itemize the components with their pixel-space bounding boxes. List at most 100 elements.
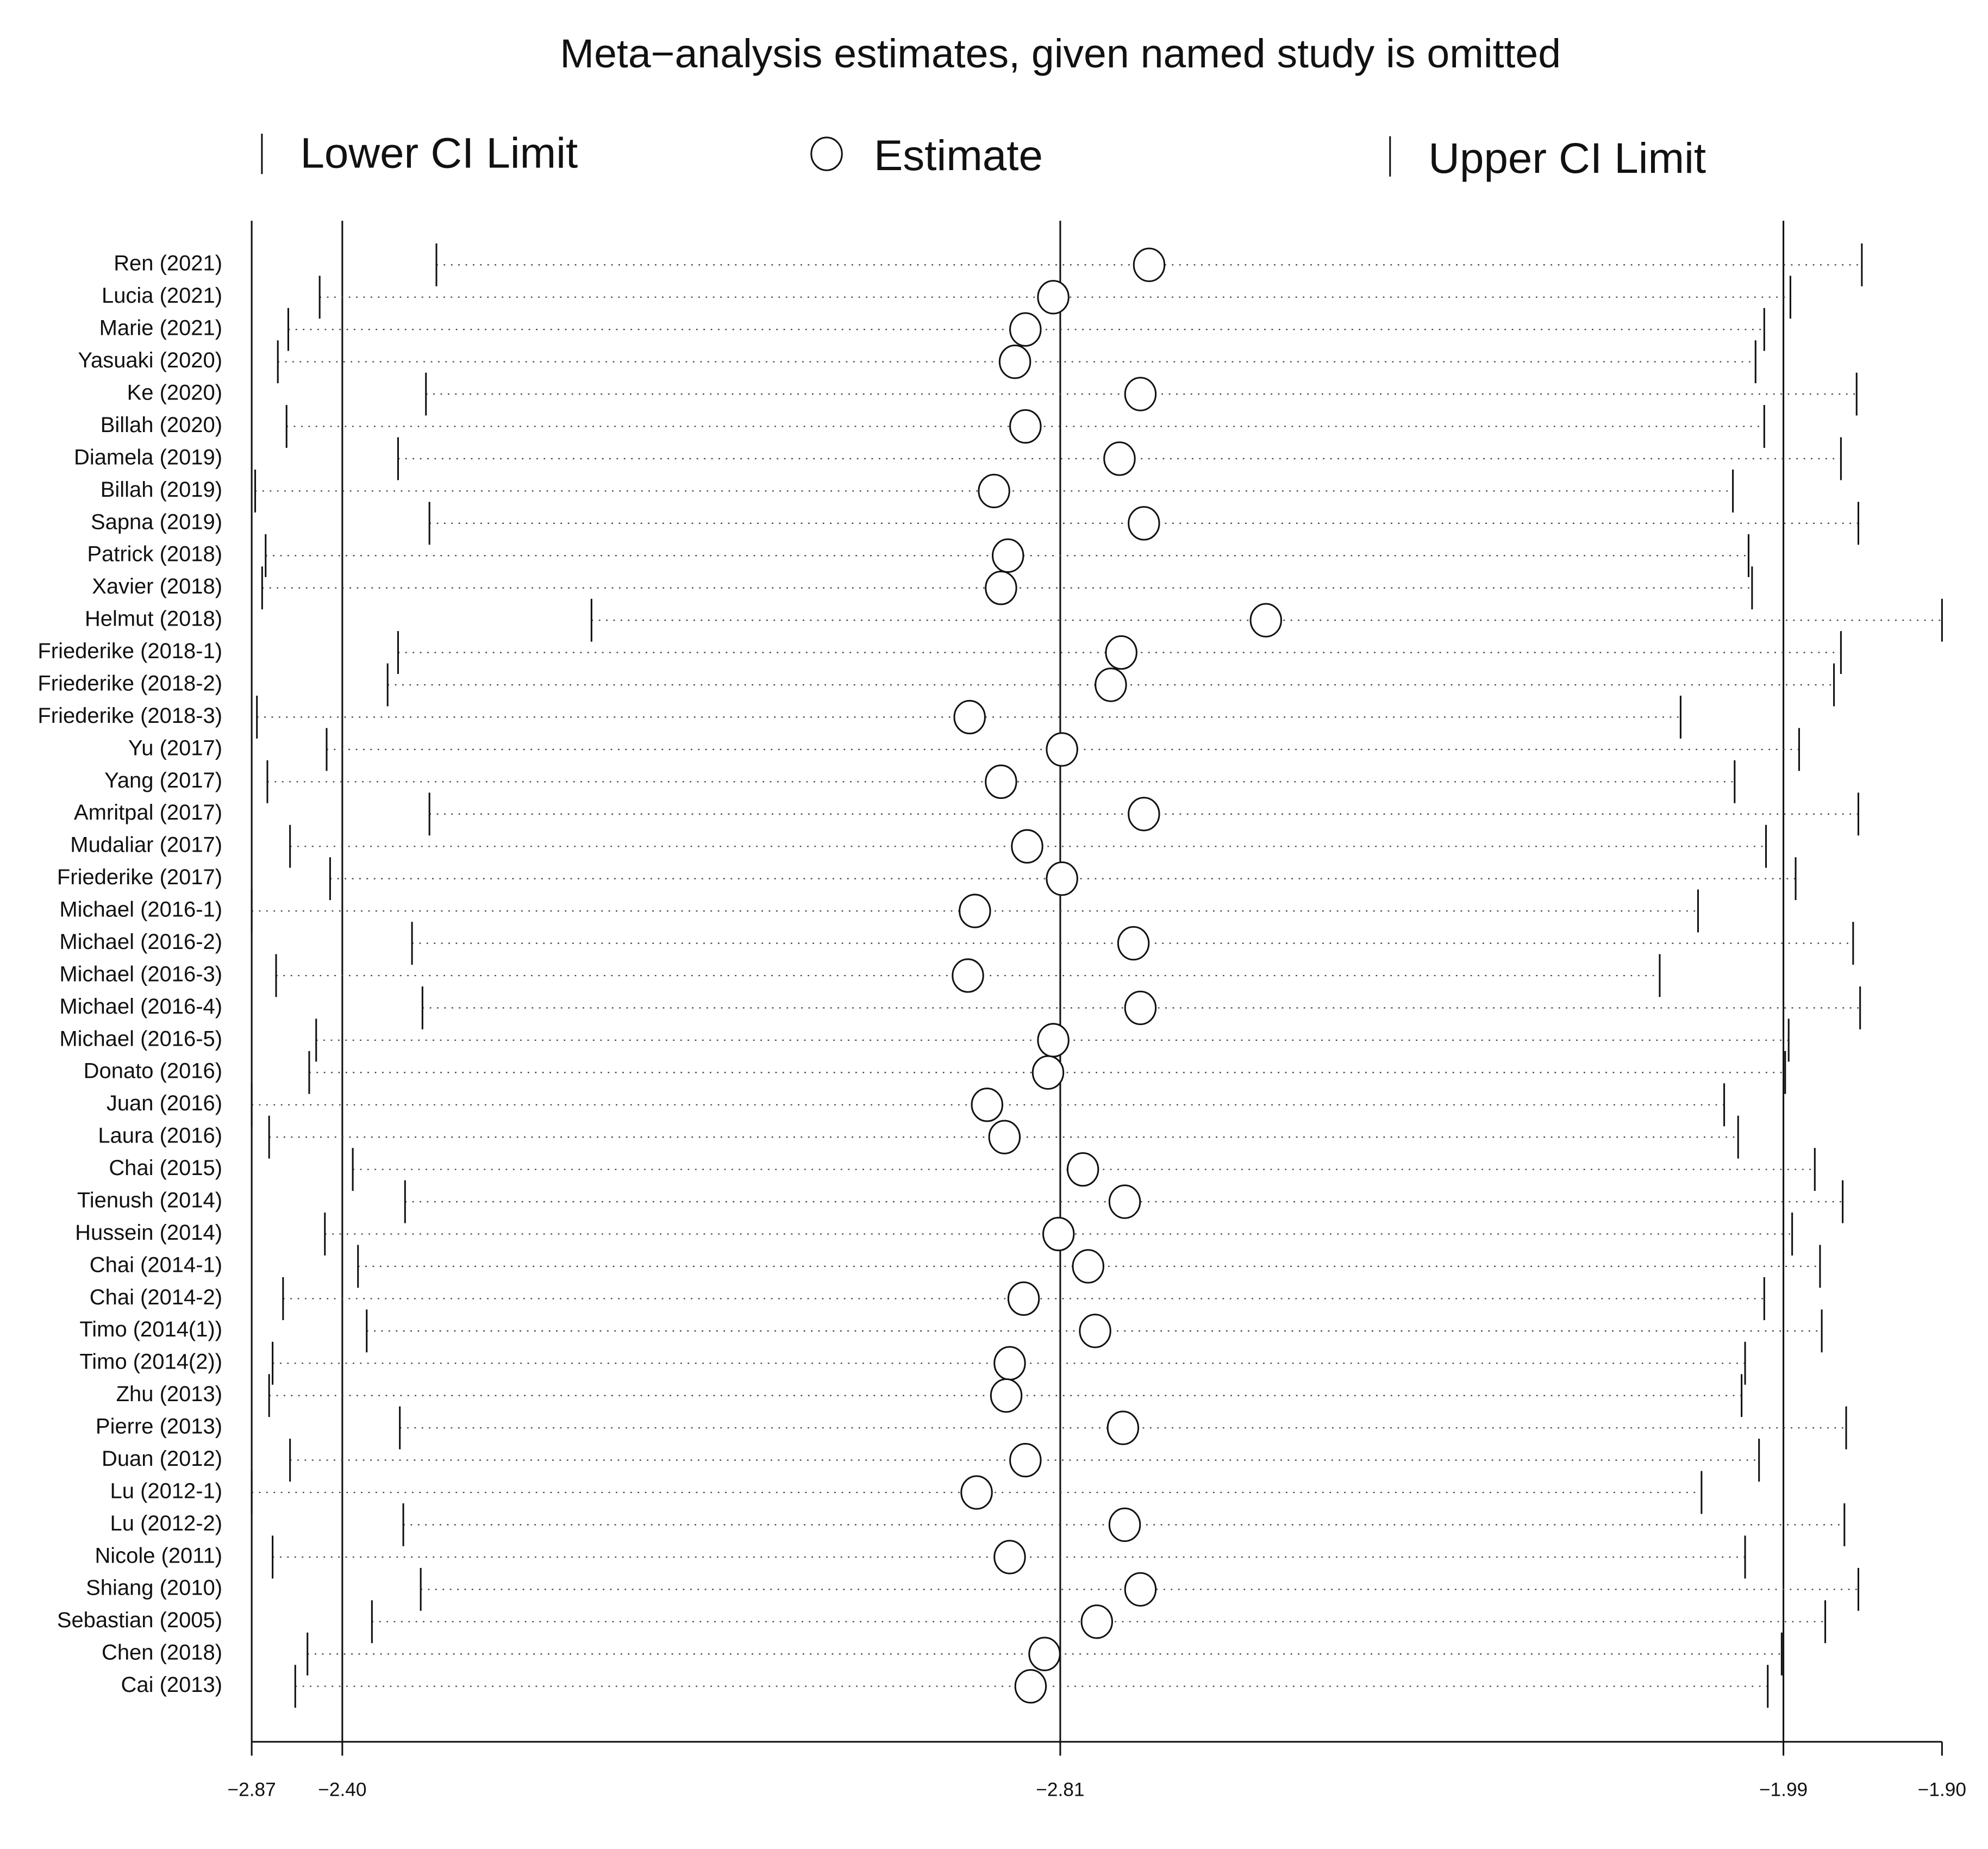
study-label: Zhu (2013) <box>116 1382 222 1406</box>
study-label: Sebastian (2005) <box>57 1608 222 1632</box>
study-label: Michael (2016-1) <box>59 898 222 922</box>
study-label: Helmut (2018) <box>85 607 222 631</box>
estimate <box>1124 1572 1157 1607</box>
estimate <box>1011 829 1043 864</box>
study-label: Chai (2014-1) <box>90 1253 222 1277</box>
study-label: Billah (2019) <box>101 478 222 502</box>
study-label: Pierre (2013) <box>96 1415 222 1439</box>
estimate <box>959 894 991 928</box>
study-label: Lu (2012-1) <box>110 1479 223 1503</box>
estimate <box>998 344 1031 379</box>
x-tick-label: −2.40 <box>318 1779 366 1801</box>
x-tick-label: −1.90 <box>1918 1779 1966 1801</box>
study-label: Duan (2012) <box>102 1447 222 1471</box>
estimate <box>1079 1314 1111 1348</box>
estimate <box>1249 603 1283 638</box>
estimate <box>1072 1249 1104 1284</box>
estimate <box>1037 1023 1070 1058</box>
estimate <box>993 1346 1026 1380</box>
estimate <box>960 1475 993 1510</box>
estimate <box>1028 1636 1061 1671</box>
estimate <box>1128 797 1160 832</box>
estimate <box>1105 635 1137 670</box>
study-label: Chai (2014-2) <box>90 1285 222 1309</box>
study-label: Yang (2017) <box>104 769 222 792</box>
study-label: Timo (2014(1)) <box>79 1317 222 1341</box>
study-label: Friederike (2018-3) <box>37 704 222 728</box>
study-label: Friederike (2017) <box>57 865 222 889</box>
estimate <box>971 1088 1003 1122</box>
study-label: Billah (2020) <box>101 413 222 437</box>
study-label: Hussein (2014) <box>75 1221 222 1245</box>
estimate <box>1133 247 1166 283</box>
estimate <box>1095 667 1127 702</box>
estimate <box>985 764 1017 799</box>
estimate <box>952 958 984 993</box>
study-label: Lu (2012-2) <box>110 1511 223 1535</box>
study-label: Patrick (2018) <box>87 542 222 566</box>
estimate <box>1106 1410 1140 1445</box>
study-label: Ke (2020) <box>127 381 222 405</box>
study-label: Mudaliar (2017) <box>70 833 222 857</box>
study-label: Donato (2016) <box>84 1059 222 1083</box>
estimate <box>1108 1507 1141 1542</box>
estimate <box>985 571 1017 605</box>
study-label: Chen (2018) <box>102 1641 222 1665</box>
study-label: Michael (2016-4) <box>59 995 222 1019</box>
x-tick-label: −1.99 <box>1759 1779 1808 1801</box>
study-label: Yu (2017) <box>128 736 222 760</box>
x-tick-label: −2.81 <box>1036 1779 1084 1801</box>
estimate <box>1066 1152 1099 1187</box>
legend-label: Estimate <box>874 132 1043 179</box>
estimate <box>1046 861 1078 896</box>
estimate <box>1009 312 1042 347</box>
estimate <box>1108 1184 1141 1219</box>
study-label: Cai (2013) <box>121 1673 223 1697</box>
study-label: Yasuaki (2020) <box>78 348 222 372</box>
legend-marker <box>810 136 843 171</box>
estimate <box>1117 926 1150 961</box>
estimate <box>1128 506 1160 541</box>
estimate <box>1046 732 1078 767</box>
estimate <box>953 699 986 735</box>
study-label: Juan (2016) <box>107 1091 222 1115</box>
study-label: Tienush (2014) <box>77 1189 222 1213</box>
study-label: Ren (2021) <box>114 252 222 276</box>
estimate <box>1031 1055 1065 1090</box>
legend-label: Upper CI Limit <box>1428 134 1706 182</box>
study-label: Amritpal (2017) <box>74 801 222 824</box>
estimate <box>990 1378 1023 1413</box>
estimate <box>1042 1216 1075 1252</box>
study-label: Xavier (2018) <box>92 574 222 598</box>
study-label: Timo (2014(2)) <box>79 1350 222 1374</box>
estimate <box>1014 1669 1047 1704</box>
study-label: Friederike (2018-2) <box>37 672 222 696</box>
estimate <box>1124 990 1157 1026</box>
estimate <box>988 1120 1021 1154</box>
study-label: Lucia (2021) <box>102 284 222 308</box>
study-label: Nicole (2011) <box>95 1544 222 1568</box>
legend-label: Lower CI Limit <box>300 129 578 177</box>
study-label: Marie (2021) <box>99 316 222 340</box>
study-label: Shiang (2010) <box>86 1576 222 1600</box>
estimate <box>991 538 1024 573</box>
estimate <box>1009 409 1042 444</box>
study-label: Michael (2016-3) <box>59 963 222 986</box>
study-label: Sapna (2019) <box>91 510 222 534</box>
chart-title: Meta−analysis estimates, given named stu… <box>560 30 1561 76</box>
study-label: Diamela (2019) <box>74 446 222 470</box>
estimate <box>993 1540 1026 1575</box>
estimate <box>1080 1604 1113 1639</box>
estimate <box>1007 1281 1040 1316</box>
x-tick-label: −2.87 <box>228 1779 276 1801</box>
study-label: Friederike (2018-1) <box>37 639 222 663</box>
study-label: Michael (2016-5) <box>59 1027 222 1051</box>
estimate <box>1103 441 1136 476</box>
study-label: Chai (2015) <box>109 1156 222 1180</box>
study-label: Laura (2016) <box>98 1124 222 1148</box>
estimate <box>1009 1442 1042 1478</box>
estimate <box>1037 280 1070 315</box>
estimate <box>1124 377 1157 411</box>
